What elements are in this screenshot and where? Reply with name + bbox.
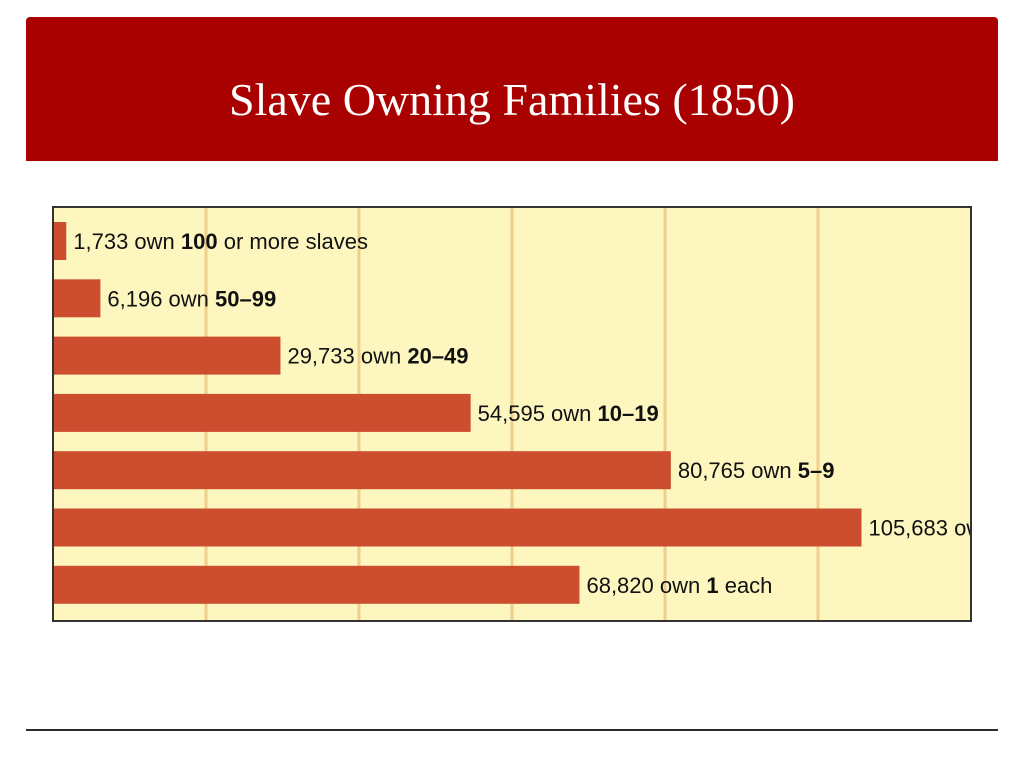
title-band: Slave Owning Families (1850) xyxy=(26,17,998,161)
bar xyxy=(53,222,67,260)
bar-count-label: 29,733 own xyxy=(287,344,407,369)
bar-chart-svg: 1,733 own 100 or more slaves 6,196 own 50… xyxy=(52,206,972,622)
bar-range-label: 10–19 xyxy=(598,401,659,426)
bar-count-label: 1,733 own xyxy=(73,229,181,254)
bar-label: 6,196 own 50–99 xyxy=(107,286,276,311)
bar-count-label: 6,196 own xyxy=(107,286,215,311)
bar-count-label: 54,595 own xyxy=(478,401,598,426)
bar-label: 68,820 own 1 each xyxy=(586,573,772,598)
slide-title: Slave Owning Families (1850) xyxy=(229,74,795,125)
footer-rule xyxy=(26,729,998,731)
bar-label: 54,595 own 10–19 xyxy=(478,401,659,426)
bar-count-label: 80,765 own xyxy=(678,458,798,483)
bar-range-label: 5–9 xyxy=(798,458,835,483)
bar xyxy=(53,508,862,547)
bar xyxy=(53,565,580,604)
bar xyxy=(53,393,471,432)
bar-count-label: 68,820 own xyxy=(586,573,706,598)
bars xyxy=(53,222,862,604)
bar-label: 80,765 own 5–9 xyxy=(678,458,835,483)
bar-label: 29,733 own 20–49 xyxy=(287,344,468,369)
bar xyxy=(53,279,101,318)
bar xyxy=(53,336,281,375)
bar-suffix-label: each xyxy=(719,573,773,598)
plot-border xyxy=(52,206,972,622)
bar xyxy=(53,451,671,490)
bar-range-label: 20–49 xyxy=(407,344,468,369)
bar-count-label: 105,683 own xyxy=(868,516,972,541)
bar-range-label: 100 xyxy=(181,229,218,254)
bar-label: 1,733 own 100 or more slaves xyxy=(73,229,368,254)
bar-range-label: 50–99 xyxy=(215,286,276,311)
bar-label: 105,683 own 2–4 xyxy=(868,516,972,541)
bar-labels: 1,733 own 100 or more slaves 6,196 own 50… xyxy=(73,229,972,598)
bar-range-label: 1 xyxy=(706,573,718,598)
bar-chart: 1,733 own 100 or more slaves 6,196 own 50… xyxy=(52,206,972,622)
bar-suffix-label: or more slaves xyxy=(218,229,368,254)
